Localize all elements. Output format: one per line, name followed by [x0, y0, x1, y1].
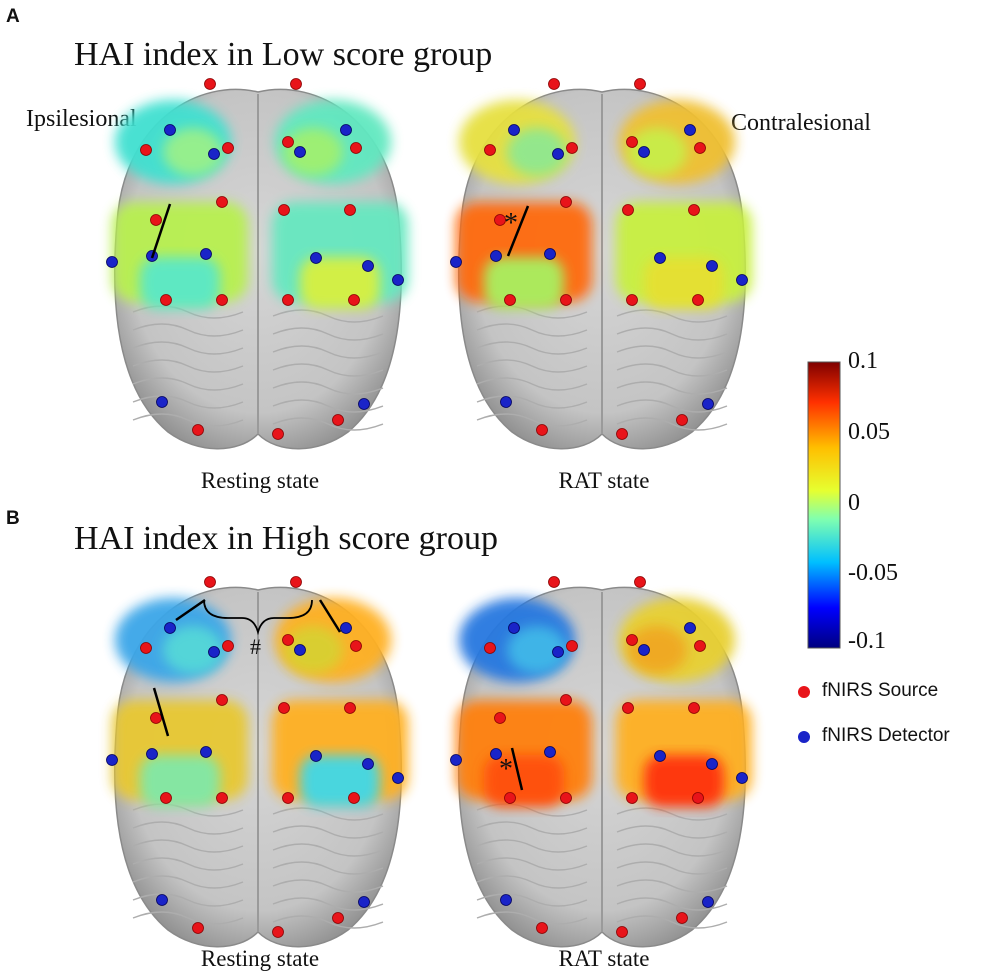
colorbar-tick-zero: 0 [848, 490, 860, 516]
brain-a-rat [450, 78, 752, 450]
panel-b-title: HAI index in High score group [74, 520, 498, 557]
panel-a-right-state: RAT state [558, 468, 650, 493]
detector-marker-icon [798, 731, 810, 743]
panel-b-significance-star: * [499, 754, 513, 785]
panel-b-hash-marker: # [250, 634, 261, 659]
panel-b-left-state: Resting state [200, 946, 320, 971]
contralesional-label: Contralesional [731, 110, 871, 136]
colorbar-tick-low: -0.05 [848, 560, 898, 586]
legend-detector-label: fNIRS Detector [822, 725, 950, 746]
colorbar [807, 361, 841, 649]
panel-a-title: HAI index in Low score group [74, 36, 493, 73]
legend-source-label: fNIRS Source [822, 680, 939, 701]
brain-a-resting [106, 78, 408, 450]
brain-b-rat [450, 576, 752, 948]
panel-letter-a: A [6, 6, 20, 27]
colorbar-tick-min: -0.1 [848, 628, 886, 654]
colorbar-tick-high: 0.05 [848, 419, 890, 445]
panel-a-left-state: Resting state [200, 468, 320, 493]
panel-a-significance-star: * [504, 208, 518, 239]
brain-b-resting [106, 576, 408, 948]
source-marker-icon [798, 686, 810, 698]
panel-letter-b: B [6, 508, 20, 529]
colorbar-tick-max: 0.1 [848, 348, 878, 374]
panel-b-right-state: RAT state [558, 946, 650, 971]
ipsilesional-label: Ipsilesional [26, 106, 137, 132]
